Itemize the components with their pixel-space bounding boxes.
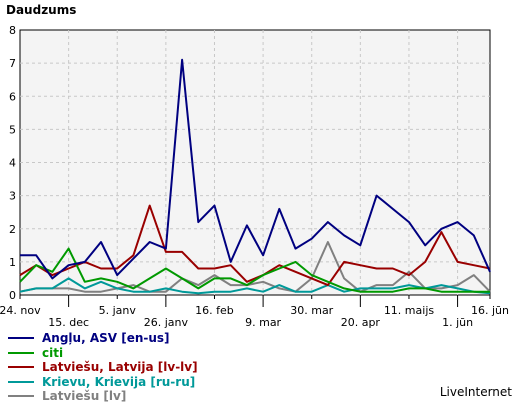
series-line [20, 58, 491, 280]
grid-lines [20, 30, 490, 295]
legend-item: Krievu, Krievija [ru-ru] [8, 375, 198, 390]
y-tick-label: 0 [9, 289, 16, 302]
legend-label: Latviešu, Latvija [lv-lv] [42, 360, 198, 375]
x-tick-label: 20. apr [341, 316, 381, 329]
y-tick-label: 6 [9, 90, 16, 103]
y-tick-label: 3 [9, 190, 16, 203]
legend-item: Latviešu, Latvija [lv-lv] [8, 360, 198, 375]
series-line [19, 241, 491, 293]
series-line [19, 204, 491, 287]
legend-label: citi [42, 345, 64, 360]
y-tick-label: 1 [9, 256, 16, 269]
legend-swatch [8, 366, 34, 369]
legend-label: Krievu, Krievija [ru-ru] [42, 374, 196, 389]
y-tick-label: 2 [9, 223, 16, 236]
legend-item: Latviešu [lv] [8, 389, 198, 404]
x-tick-label: 15. dec [48, 316, 89, 329]
series-lines [19, 58, 491, 295]
x-tick-label: 16. feb [195, 304, 234, 317]
legend-swatch [8, 351, 34, 354]
x-tick-label: 11. maijs [384, 304, 435, 317]
legend-label: Angļu, ASV [en-us] [42, 331, 170, 346]
legend-swatch [8, 337, 34, 340]
x-tick-label: 1. jūn [442, 316, 473, 329]
y-tick-label: 7 [9, 57, 16, 70]
legend-swatch [8, 380, 34, 383]
x-tick-label: 24. nov [0, 304, 41, 317]
legend: Angļu, ASV [en-us] citi Latviešu, Latvija … [8, 331, 198, 404]
x-tick-label: 26. janv [144, 316, 189, 329]
legend-item: citi [8, 346, 198, 361]
x-axis: 24. nov 15. dec 5. janv 26. janv 16. feb 9. m… [0, 295, 509, 329]
series-line [19, 277, 491, 295]
legend-swatch [8, 395, 34, 398]
legend-label: Latviešu [lv] [42, 389, 127, 404]
series-line [19, 247, 490, 293]
line-chart: Daudzums 0 1 2 3 4 5 6 7 8 24. nov 15. dec 5. janv… [0, 3, 509, 329]
y-tick-label: 5 [9, 123, 16, 136]
x-tick-label: 30. mar [290, 304, 333, 317]
x-tick-label: 9. mar [245, 316, 281, 329]
y-axis: 0 1 2 3 4 5 6 7 8 [9, 24, 16, 302]
y-tick-label: 8 [9, 24, 16, 37]
x-tick-label: 5. janv [99, 304, 137, 317]
chart-title: Daudzums [6, 3, 76, 17]
y-tick-label: 4 [9, 157, 16, 170]
brand-label: LiveInternet [439, 385, 512, 399]
legend-item: Angļu, ASV [en-us] [8, 331, 198, 346]
x-tick-label: 16. jūn [471, 304, 509, 317]
